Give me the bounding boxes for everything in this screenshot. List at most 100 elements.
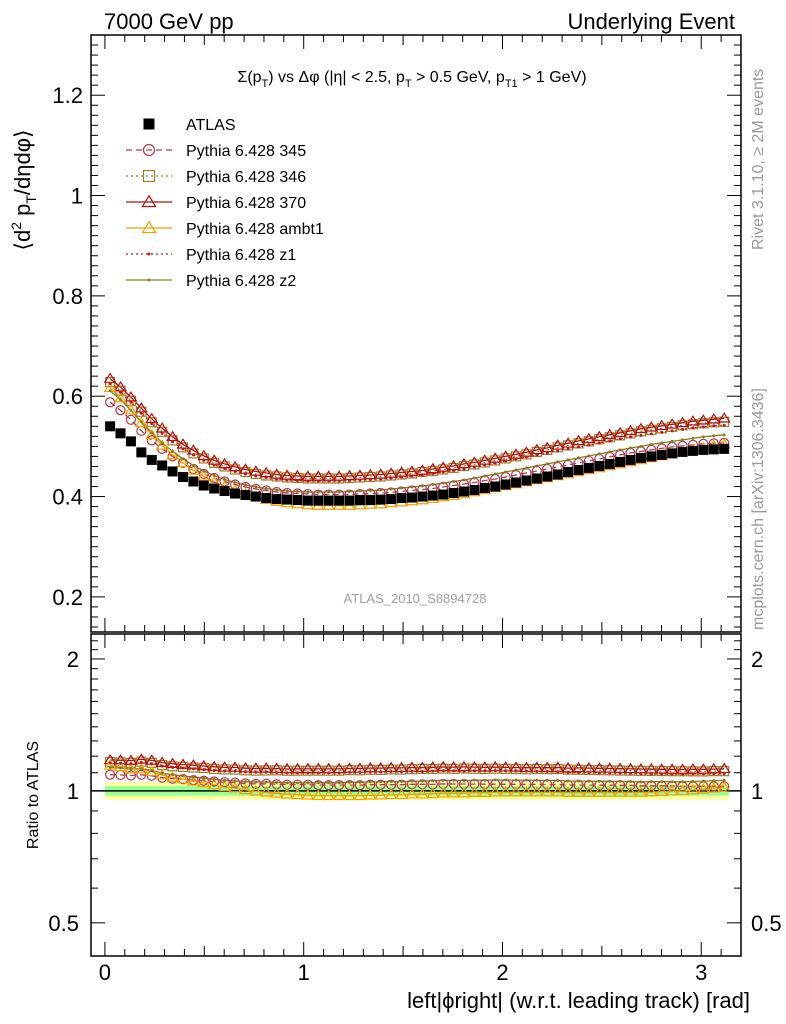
main-point [146,435,157,446]
legend-label: Pythia 6.428 345 [186,143,306,160]
main-point [441,470,445,474]
legend-marker [143,118,155,130]
ratio-point [483,778,487,782]
main-point [504,459,508,463]
data-point [396,493,407,504]
data-point [219,486,230,497]
ratio-point [691,772,695,776]
ratio-series-markers-5 [108,761,726,776]
main-point [712,434,716,438]
ratio-point [608,779,612,783]
main-point [176,456,190,468]
ratio-point [108,761,112,765]
ratio-ytick-label-right: 2 [751,647,763,672]
ratio-point [374,789,388,800]
ratio-point [535,778,539,782]
ratio-frame [90,633,742,957]
ratio-point [572,786,585,797]
main-point [452,468,456,472]
ratio-point [618,771,622,775]
main-point [108,382,112,386]
ratio-point [561,786,575,797]
main-point [254,485,258,489]
ratio-point [676,784,690,796]
ratio-point [327,781,331,785]
ratio-point [119,766,123,770]
data-point [125,436,136,447]
main-frame [90,34,742,633]
plot-title: Σ(pT) vs Δφ (|η| < 2.5, pT > 0.5 GeV, pT… [237,69,586,90]
ratio-point [145,765,159,777]
main-point [681,438,685,442]
legend-marker [141,220,157,234]
data-point [625,454,636,465]
main-point [587,454,591,458]
ratio-point [488,786,502,797]
ratio-point [452,778,456,782]
ratio-point [431,779,435,783]
ytick-label: 0.8 [52,284,83,309]
ratio-point [202,776,206,780]
ratio-point [171,765,175,769]
main-point [129,408,133,412]
data-point [302,495,313,506]
ratio-point [275,771,279,775]
legend-label: Pythia 6.428 z2 [186,273,296,290]
ratio-point [212,769,216,773]
data-point [230,488,241,499]
data-point [292,495,303,506]
data-point [573,464,584,475]
ratio-point [457,787,471,798]
main-point [212,473,216,477]
ratio-point [129,767,133,771]
main-point [504,470,508,474]
data-point [250,491,261,502]
legend: ATLAS Pythia 6.428 345 Pythia 6.428 346 Pyt… [126,117,324,290]
ratio-point [576,770,580,774]
main-point [389,487,393,491]
main-point [639,433,643,437]
ratio-point [136,769,147,780]
ratio-point [712,779,716,783]
data-point [177,471,188,482]
legend-marker [141,194,157,208]
ratio-point [240,778,251,789]
ratio-point [353,789,367,801]
ratio-point [400,780,404,784]
main-point [306,479,310,483]
ratio-point [545,778,549,782]
data-point [667,448,678,459]
ratio-point [125,770,137,781]
ratio-point [514,778,518,782]
main-point [717,412,731,423]
main-point [670,429,674,433]
ratio-series-line-3 [110,758,725,771]
ratio-point [722,772,726,776]
ratio-point [160,764,164,768]
ratio-plot-area [91,753,741,801]
main-point [285,489,289,493]
main-point [125,414,137,425]
main-point [134,416,148,428]
ratio-point [358,780,362,784]
xtick-label: 2 [496,960,508,985]
ratio-point [264,780,268,784]
ratio-point [254,780,258,784]
ratio-point [592,786,606,797]
legend-entry: Pythia 6.428 ambt1 [126,220,324,238]
main-series-line-6 [109,390,725,493]
data-point [646,451,657,462]
ratio-axis-ticks: 0.5 0.5 1 1 2 2 0 1 2 3 [48,634,782,985]
ratio-point [462,769,466,773]
data-point [417,491,428,502]
data-point [323,495,334,506]
ratio-point [124,762,138,774]
main-point [264,487,268,491]
header-right: Underlying Event [567,9,735,34]
data-point [677,446,688,457]
main-point [556,460,560,464]
ratio-point [551,761,565,772]
main-point [629,435,633,439]
main-point [275,488,279,492]
ratio-point [197,776,211,788]
